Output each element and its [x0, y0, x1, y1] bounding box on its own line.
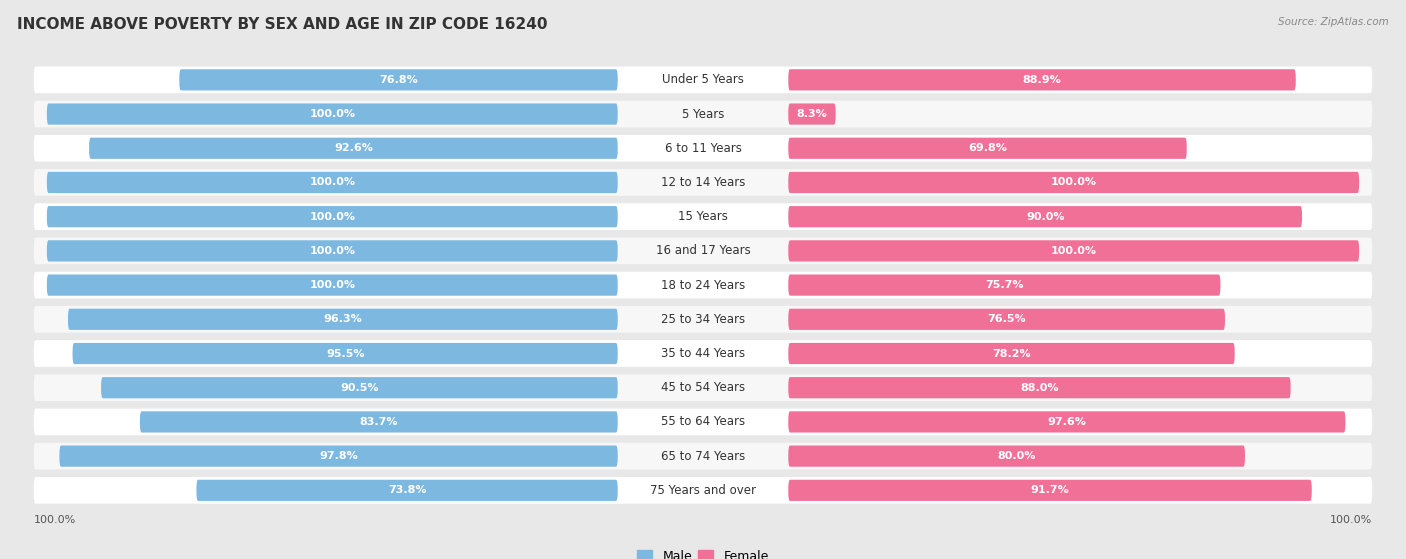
FancyBboxPatch shape: [34, 306, 1372, 333]
Text: 88.0%: 88.0%: [1021, 383, 1059, 393]
Text: 100.0%: 100.0%: [1050, 177, 1097, 187]
Text: 100.0%: 100.0%: [309, 212, 356, 222]
Text: 95.5%: 95.5%: [326, 348, 364, 358]
FancyBboxPatch shape: [789, 138, 1187, 159]
FancyBboxPatch shape: [789, 446, 1244, 467]
Text: 45 to 54 Years: 45 to 54 Years: [661, 381, 745, 394]
Text: 76.5%: 76.5%: [987, 314, 1026, 324]
Text: 100.0%: 100.0%: [309, 109, 356, 119]
FancyBboxPatch shape: [59, 446, 617, 467]
Text: Under 5 Years: Under 5 Years: [662, 73, 744, 86]
Text: 75.7%: 75.7%: [986, 280, 1024, 290]
FancyBboxPatch shape: [89, 138, 617, 159]
FancyBboxPatch shape: [789, 309, 1225, 330]
FancyBboxPatch shape: [34, 477, 1372, 504]
Text: 12 to 14 Years: 12 to 14 Years: [661, 176, 745, 189]
FancyBboxPatch shape: [46, 240, 617, 262]
Text: 100.0%: 100.0%: [309, 280, 356, 290]
Text: 90.5%: 90.5%: [340, 383, 378, 393]
FancyBboxPatch shape: [34, 443, 1372, 470]
Text: 90.0%: 90.0%: [1026, 212, 1064, 222]
FancyBboxPatch shape: [789, 343, 1234, 364]
FancyBboxPatch shape: [34, 67, 1372, 93]
Text: 100.0%: 100.0%: [34, 515, 76, 525]
Legend: Male, Female: Male, Female: [633, 544, 773, 559]
Text: 80.0%: 80.0%: [997, 451, 1036, 461]
Text: 78.2%: 78.2%: [993, 348, 1031, 358]
FancyBboxPatch shape: [46, 274, 617, 296]
FancyBboxPatch shape: [141, 411, 617, 433]
Text: 96.3%: 96.3%: [323, 314, 363, 324]
FancyBboxPatch shape: [34, 340, 1372, 367]
FancyBboxPatch shape: [34, 101, 1372, 127]
Text: Source: ZipAtlas.com: Source: ZipAtlas.com: [1278, 17, 1389, 27]
Text: 92.6%: 92.6%: [335, 143, 373, 153]
Text: 100.0%: 100.0%: [309, 177, 356, 187]
Text: 15 Years: 15 Years: [678, 210, 728, 223]
Text: 65 to 74 Years: 65 to 74 Years: [661, 449, 745, 463]
Text: 97.8%: 97.8%: [319, 451, 359, 461]
Text: 8.3%: 8.3%: [797, 109, 827, 119]
Text: 100.0%: 100.0%: [309, 246, 356, 256]
Text: 5 Years: 5 Years: [682, 107, 724, 121]
FancyBboxPatch shape: [789, 103, 835, 125]
Text: 76.8%: 76.8%: [380, 75, 418, 85]
FancyBboxPatch shape: [73, 343, 617, 364]
FancyBboxPatch shape: [789, 411, 1346, 433]
FancyBboxPatch shape: [46, 103, 617, 125]
FancyBboxPatch shape: [789, 172, 1360, 193]
FancyBboxPatch shape: [34, 272, 1372, 299]
FancyBboxPatch shape: [67, 309, 617, 330]
Text: 91.7%: 91.7%: [1031, 485, 1070, 495]
Text: 75 Years and over: 75 Years and over: [650, 484, 756, 497]
FancyBboxPatch shape: [46, 172, 617, 193]
Text: 25 to 34 Years: 25 to 34 Years: [661, 313, 745, 326]
Text: 73.8%: 73.8%: [388, 485, 426, 495]
FancyBboxPatch shape: [34, 409, 1372, 435]
FancyBboxPatch shape: [789, 69, 1296, 91]
Text: 97.6%: 97.6%: [1047, 417, 1087, 427]
Text: 6 to 11 Years: 6 to 11 Years: [665, 142, 741, 155]
FancyBboxPatch shape: [101, 377, 617, 399]
FancyBboxPatch shape: [180, 69, 617, 91]
FancyBboxPatch shape: [34, 238, 1372, 264]
FancyBboxPatch shape: [46, 206, 617, 228]
Text: 55 to 64 Years: 55 to 64 Years: [661, 415, 745, 428]
FancyBboxPatch shape: [197, 480, 617, 501]
FancyBboxPatch shape: [34, 375, 1372, 401]
FancyBboxPatch shape: [789, 480, 1312, 501]
Text: 88.9%: 88.9%: [1022, 75, 1062, 85]
FancyBboxPatch shape: [34, 203, 1372, 230]
FancyBboxPatch shape: [789, 206, 1302, 228]
FancyBboxPatch shape: [34, 169, 1372, 196]
FancyBboxPatch shape: [789, 240, 1360, 262]
Text: 18 to 24 Years: 18 to 24 Years: [661, 278, 745, 292]
Text: 16 and 17 Years: 16 and 17 Years: [655, 244, 751, 257]
Text: INCOME ABOVE POVERTY BY SEX AND AGE IN ZIP CODE 16240: INCOME ABOVE POVERTY BY SEX AND AGE IN Z…: [17, 17, 547, 32]
FancyBboxPatch shape: [789, 274, 1220, 296]
Text: 100.0%: 100.0%: [1330, 515, 1372, 525]
Text: 83.7%: 83.7%: [360, 417, 398, 427]
Text: 35 to 44 Years: 35 to 44 Years: [661, 347, 745, 360]
Text: 100.0%: 100.0%: [1050, 246, 1097, 256]
Text: 69.8%: 69.8%: [969, 143, 1007, 153]
FancyBboxPatch shape: [34, 135, 1372, 162]
FancyBboxPatch shape: [789, 377, 1291, 399]
